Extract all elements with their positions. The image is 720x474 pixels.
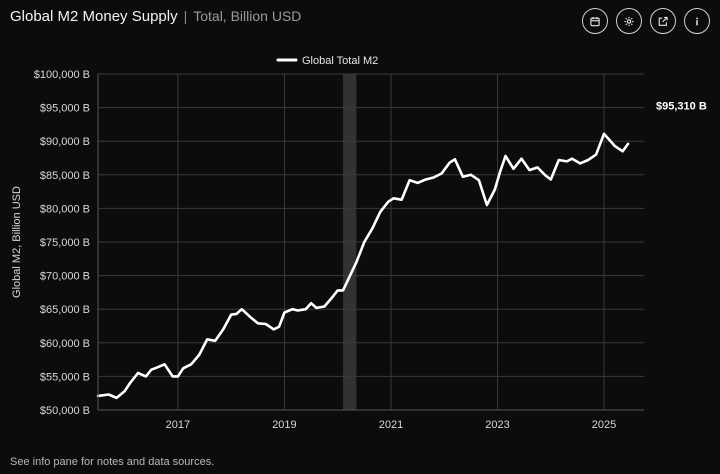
axes: $50,000 B $55,000 B $60,000 B $65,000 B $70,…	[11, 69, 644, 431]
y-axis-title: Global M2, Billion USD	[11, 186, 23, 298]
x-tick-label: 2023	[485, 419, 509, 431]
series-line-global-total-m2	[96, 132, 630, 400]
legend-label: Global Total M2	[302, 55, 378, 67]
y-tick-label: $75,000 B	[40, 237, 90, 249]
gear-icon	[624, 16, 634, 26]
external-link-icon	[658, 16, 668, 26]
y-tick-label: $90,000 B	[40, 136, 90, 148]
last-value-label: $95,310 B	[656, 101, 707, 113]
x-tick-label: 2019	[272, 419, 296, 431]
title-separator: |	[183, 8, 188, 24]
series-layer	[96, 132, 630, 400]
chart-header: Global M2 Money Supply | Total, Billion …	[10, 8, 301, 28]
y-tick-label: $95,000 B	[40, 103, 90, 115]
y-tick-label: $50,000 B	[40, 405, 90, 417]
grid	[98, 73, 644, 411]
y-tick-label: $85,000 B	[40, 170, 90, 182]
footer-note: See info pane for notes and data sources…	[10, 456, 215, 468]
info-icon	[696, 16, 698, 25]
x-tick-label: 2021	[379, 419, 403, 431]
y-tick-label: $80,000 B	[40, 203, 90, 215]
calendar-button[interactable]	[582, 8, 608, 34]
chart-subtitle: Total, Billion USD	[193, 8, 302, 24]
y-tick-label: $65,000 B	[40, 304, 90, 316]
info-button[interactable]	[684, 8, 710, 34]
chart-title: Global M2 Money Supply	[10, 8, 178, 25]
shaded-band	[343, 74, 357, 410]
y-tick-label: $55,000 B	[40, 371, 90, 383]
m2-line-chart: $50,000 B $55,000 B $60,000 B $65,000 B $70,…	[11, 55, 707, 431]
chart-toolbar	[582, 8, 710, 34]
legend: Global Total M2	[276, 55, 378, 67]
x-tick-label: 2025	[592, 419, 616, 431]
y-tick-label: $100,000 B	[34, 69, 90, 81]
shaded-region	[343, 74, 357, 410]
y-tick-label: $70,000 B	[40, 271, 90, 283]
last-value-layer: $95,310 B	[656, 101, 707, 113]
x-tick-label: 2017	[166, 419, 190, 431]
external-link-button[interactable]	[650, 8, 676, 34]
y-tick-label: $60,000 B	[40, 338, 90, 350]
settings-button[interactable]	[616, 8, 642, 34]
calendar-icon	[590, 16, 600, 26]
